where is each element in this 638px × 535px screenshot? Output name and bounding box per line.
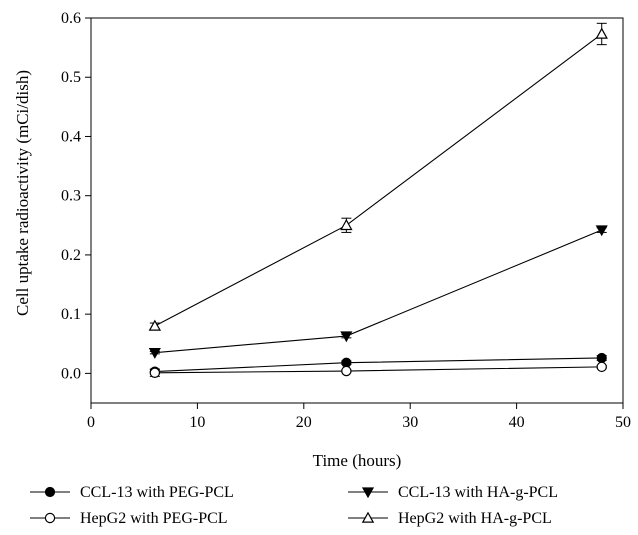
- series-line: [154, 33, 603, 327]
- y-tick-label: 0.2: [61, 247, 81, 264]
- y-tick-label: 0.3: [61, 188, 81, 205]
- data-point: [148, 347, 161, 359]
- x-axis-ticks: 0 10 20 30 40 50: [87, 403, 631, 431]
- y-tick-label: 0.1: [61, 306, 81, 323]
- data-point: [595, 27, 608, 39]
- series-4: [148, 22, 608, 331]
- x-tick-label: 50: [615, 414, 631, 431]
- data-point: [596, 361, 607, 373]
- x-tick-label: 30: [402, 414, 418, 431]
- data-point: [341, 365, 352, 377]
- y-tick-label: 0.5: [61, 69, 81, 86]
- data-point: [149, 367, 161, 378]
- y-axis-label: Cell uptake radioactivity (mCi/dish): [13, 70, 32, 316]
- legend-label: CCL-13 with HA-g-PCL: [398, 484, 558, 501]
- data-point: [148, 319, 162, 331]
- legend-marker: [44, 512, 56, 524]
- legend-label: HepG2 with PEG-PCL: [80, 510, 228, 527]
- y-tick-label: 0.4: [61, 128, 81, 145]
- y-tick-label: 0.0: [61, 365, 81, 382]
- series-1: [149, 352, 607, 377]
- legend-item: CCL-13 with PEG-PCL: [30, 484, 234, 501]
- legend: CCL-13 with PEG-PCL CCL-13 with HA-g-PCL H…: [30, 484, 558, 527]
- series-line: [154, 366, 602, 374]
- x-tick-label: 40: [509, 414, 525, 431]
- plot-area: [90, 17, 624, 404]
- x-tick-label: 0: [87, 414, 95, 431]
- data-point: [596, 352, 607, 364]
- legend-marker: [361, 487, 375, 499]
- x-tick-label: 10: [189, 414, 205, 431]
- data-point: [340, 218, 353, 231]
- series-line: [154, 357, 602, 373]
- legend-label: HepG2 with HA-g-PCL: [398, 510, 552, 527]
- legend-marker: [361, 511, 375, 523]
- legend-label: CCL-13 with PEG-PCL: [80, 484, 234, 501]
- x-axis-label: Time (hours): [313, 451, 402, 470]
- legend-item: CCL-13 with HA-g-PCL: [348, 484, 558, 501]
- x-tick-label: 20: [296, 414, 312, 431]
- legend-marker: [44, 486, 56, 498]
- series-2: [148, 225, 608, 359]
- data-point: [595, 225, 608, 237]
- legend-item: HepG2 with HA-g-PCL: [348, 510, 552, 527]
- data-point: [340, 331, 353, 343]
- y-tick-label: 0.6: [61, 10, 81, 27]
- y-axis-ticks: 0.0 0.1 0.2 0.3 0.4 0.5 0.6: [61, 10, 91, 382]
- plot-frame: [90, 17, 624, 404]
- series-3: [149, 361, 607, 378]
- legend-item: HepG2 with PEG-PCL: [30, 510, 228, 527]
